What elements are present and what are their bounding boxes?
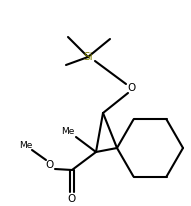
Text: Me: Me bbox=[19, 140, 33, 150]
Text: O: O bbox=[128, 83, 136, 93]
Text: O: O bbox=[68, 194, 76, 204]
Text: O: O bbox=[46, 160, 54, 170]
Text: Si: Si bbox=[83, 52, 93, 62]
Text: Me: Me bbox=[61, 126, 75, 136]
